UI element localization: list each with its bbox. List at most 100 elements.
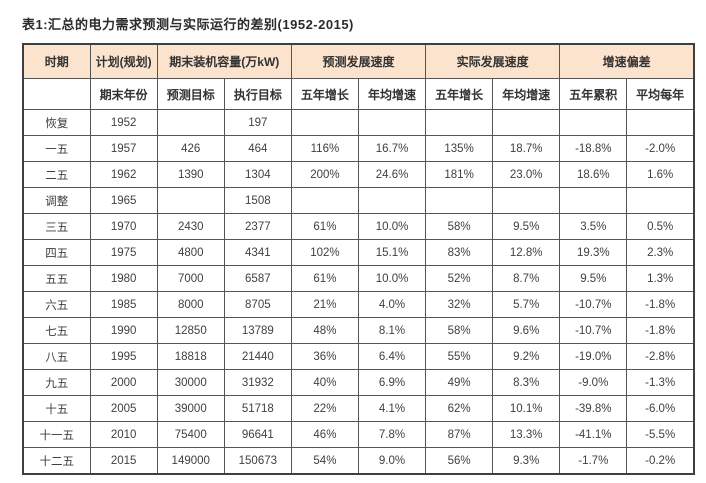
table-cell: 1957 — [89, 135, 158, 162]
sub-header-row: 期末年份 预测目标 执行目标 五年增长 年均增速 五年增长 年均增速 五年累积 平均每年 — [22, 78, 695, 110]
table-cell: 22% — [290, 395, 359, 422]
power-demand-forecast-table: 时期 计划(规划) 期末装机容量(万kW) 预测发展速度 实际发展速度 增速偏差… — [22, 43, 695, 475]
table-row: 二五 1962 1390 1304 200% 24.6% 181% 23.0% 18.6% 1.6… — [22, 161, 695, 188]
table-row: 调整 1965 1508 — [22, 187, 695, 214]
table-cell: 2430 — [156, 213, 225, 240]
table-cell: 2005 — [89, 395, 158, 422]
sub-header-cell: 预测目标 — [156, 78, 225, 110]
table-cell: 6587 — [223, 265, 292, 292]
table-cell: -1.8% — [626, 291, 695, 318]
table-row: 九五 2000 30000 31932 40% 6.9% 49% 8.3% -9.0% -1.3% — [22, 369, 695, 396]
table-cell: 四五 — [22, 239, 91, 266]
table-cell: 六五 — [22, 291, 91, 318]
table-cell: 七五 — [22, 317, 91, 344]
table-cell: 54% — [290, 447, 359, 475]
table-cell: -6.0% — [626, 395, 695, 422]
table-cell: 1990 — [89, 317, 158, 344]
table-cell: 1304 — [223, 161, 292, 188]
table-cell: 10.0% — [357, 213, 427, 240]
table-cell: 21% — [290, 291, 359, 318]
table-cell: 1962 — [89, 161, 158, 188]
table-cell: 十二五 — [22, 447, 91, 475]
table-cell: 23.0% — [492, 161, 561, 188]
table-cell: 30000 — [156, 369, 225, 396]
table-cell: 9.3% — [492, 447, 561, 475]
table-cell: 55% — [425, 343, 494, 370]
table-cell: -19.0% — [559, 343, 628, 370]
table-cell — [626, 109, 695, 136]
table-cell: 9.6% — [492, 317, 561, 344]
table-cell: -39.8% — [559, 395, 628, 422]
table-cell: 40% — [290, 369, 359, 396]
table-cell: 3.5% — [559, 213, 628, 240]
table-cell: 1975 — [89, 239, 158, 266]
table-cell — [357, 109, 427, 136]
sub-header-cell: 执行目标 — [223, 78, 292, 110]
table-cell — [492, 187, 561, 214]
table-cell: 96641 — [223, 421, 292, 448]
sub-header-cell: 年均增速 — [492, 78, 561, 110]
table-cell: 1970 — [89, 213, 158, 240]
table-cell: -0.2% — [626, 447, 695, 475]
header-group-actual-speed: 实际发展速度 — [425, 43, 561, 79]
table-cell: -41.1% — [559, 421, 628, 448]
sub-header-cell: 期末年份 — [89, 78, 158, 110]
table-cell: 1995 — [89, 343, 158, 370]
table-cell: 31932 — [223, 369, 292, 396]
table-cell: 2377 — [223, 213, 292, 240]
table-cell: 83% — [425, 239, 494, 266]
table-cell: 1985 — [89, 291, 158, 318]
table-cell: 五五 — [22, 265, 91, 292]
table-cell: -2.8% — [626, 343, 695, 370]
table-cell: 52% — [425, 265, 494, 292]
table-cell: 9.5% — [492, 213, 561, 240]
table-cell — [559, 109, 628, 136]
table-cell: -1.3% — [626, 369, 695, 396]
table-cell: 464 — [223, 135, 292, 162]
table-cell: -10.7% — [559, 291, 628, 318]
sub-header-cell: 年均增速 — [357, 78, 427, 110]
table-cell — [626, 187, 695, 214]
table-cell: 61% — [290, 213, 359, 240]
table-cell: -9.0% — [559, 369, 628, 396]
table-cell: 调整 — [22, 187, 91, 214]
table-cell: -10.7% — [559, 317, 628, 344]
table-cell: 6.4% — [357, 343, 427, 370]
table-cell: 1952 — [89, 109, 158, 136]
table-cell: 9.2% — [492, 343, 561, 370]
table-cell: 181% — [425, 161, 494, 188]
table-row: 五五 1980 7000 6587 61% 10.0% 52% 8.7% 9.5% 1.3% — [22, 265, 695, 292]
table-cell: 36% — [290, 343, 359, 370]
table-cell: 1965 — [89, 187, 158, 214]
table-cell: 4800 — [156, 239, 225, 266]
table-cell: 三五 — [22, 213, 91, 240]
table-cell: 2010 — [89, 421, 158, 448]
table-cell: 2000 — [89, 369, 158, 396]
table-cell: 16.7% — [357, 135, 427, 162]
table-cell: 4341 — [223, 239, 292, 266]
table-row: 八五 1995 18818 21440 36% 6.4% 55% 9.2% -19.0% -2.8… — [22, 343, 695, 370]
sub-header-cell: 五年增长 — [425, 78, 494, 110]
table-cell: 九五 — [22, 369, 91, 396]
sub-header-cell: 五年累积 — [559, 78, 628, 110]
table-cell: 十一五 — [22, 421, 91, 448]
table-row: 十一五 2010 75400 96641 46% 7.8% 87% 13.3% -41.1% -5… — [22, 421, 695, 448]
table-cell: -18.8% — [559, 135, 628, 162]
table-cell — [492, 109, 561, 136]
table-cell: 0.5% — [626, 213, 695, 240]
table-cell: 恢复 — [22, 109, 91, 136]
table-cell: 8.1% — [357, 317, 427, 344]
table-cell: 61% — [290, 265, 359, 292]
page-title: 表1:汇总的电力需求预测与实际运行的差别(1952-2015) — [22, 17, 354, 32]
table-cell: 18.6% — [559, 161, 628, 188]
table-cell: 24.6% — [357, 161, 427, 188]
table-row: 一五 1957 426 464 116% 16.7% 135% 18.7% -18.8% -2.0… — [22, 135, 695, 162]
table-row: 七五 1990 12850 13789 48% 8.1% 58% 9.6% -10.7% -1.8… — [22, 317, 695, 344]
table-cell: 9.5% — [559, 265, 628, 292]
table-cell: 12850 — [156, 317, 225, 344]
table-cell: -1.7% — [559, 447, 628, 475]
table-cell: 149000 — [156, 447, 225, 475]
table-cell — [290, 109, 359, 136]
table-cell: 75400 — [156, 421, 225, 448]
table-cell: 21440 — [223, 343, 292, 370]
